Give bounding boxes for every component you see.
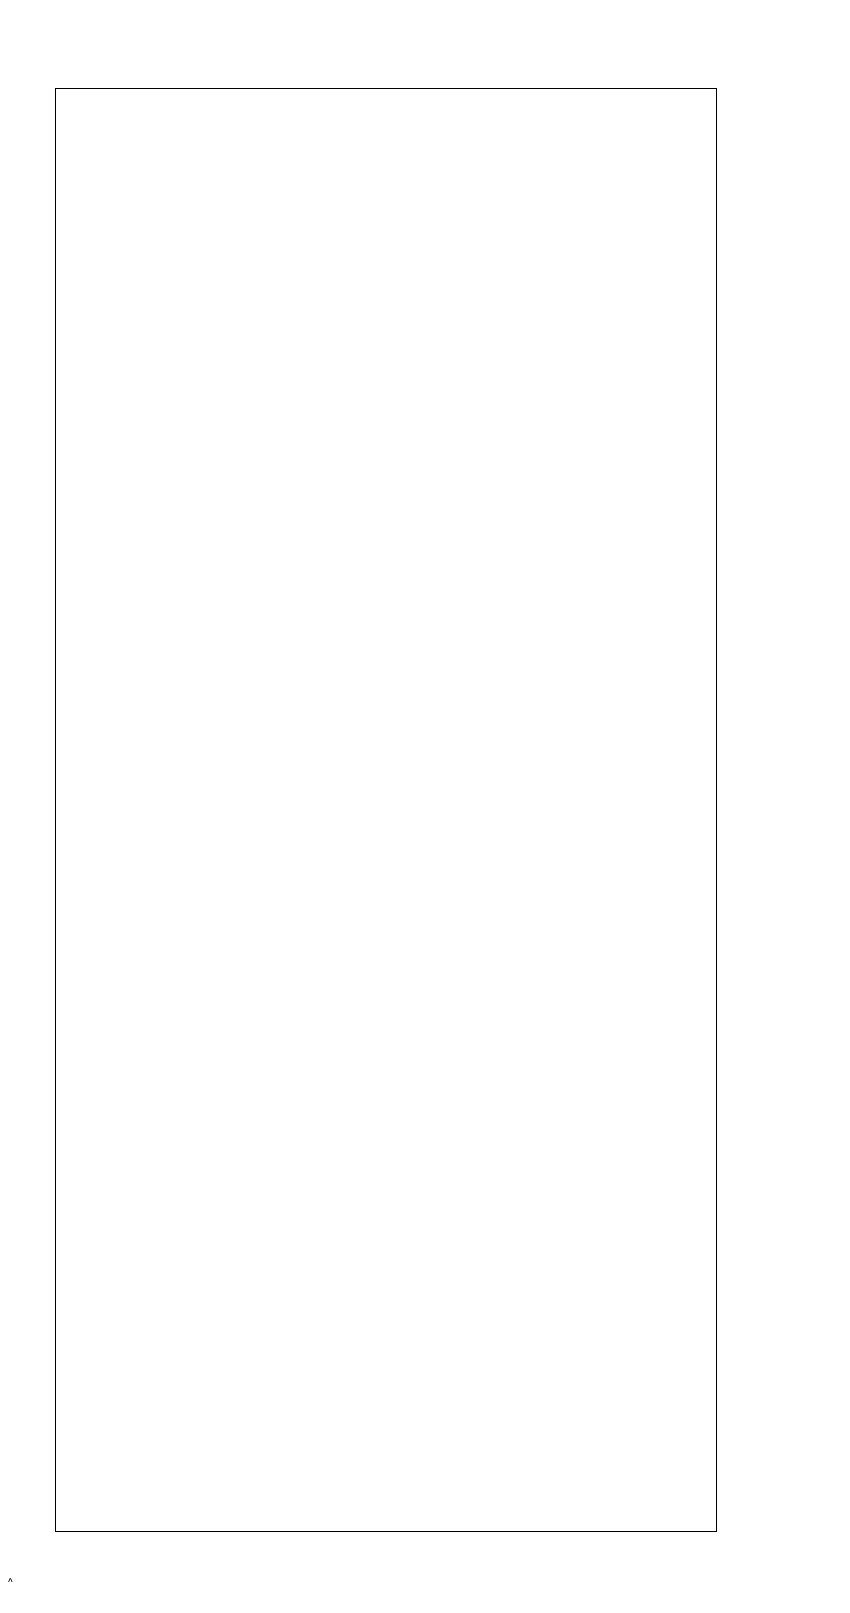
footer-prefix-small: ^ (8, 1578, 13, 1587)
plot-area (55, 88, 717, 1532)
footer-scale: ^ (8, 1574, 13, 1591)
seismogram-container: ^ (0, 0, 850, 1613)
